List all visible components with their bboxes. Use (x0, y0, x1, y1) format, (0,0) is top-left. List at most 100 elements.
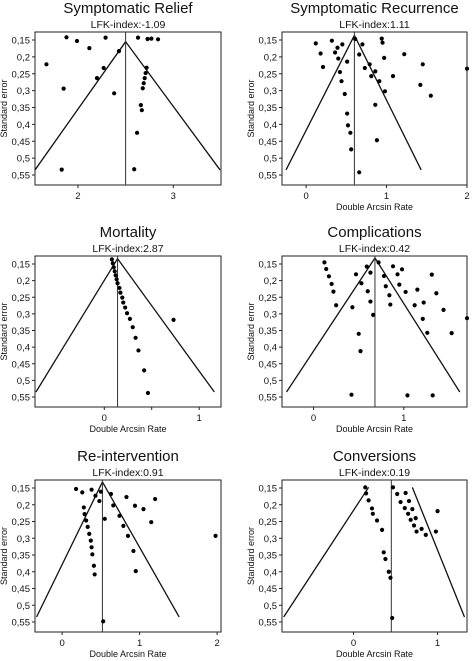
study-point (81, 505, 86, 510)
study-point (358, 349, 363, 354)
study-point (362, 65, 367, 71)
study-point (313, 41, 318, 46)
study-point (357, 170, 362, 175)
study-point (420, 62, 425, 67)
study-point (403, 289, 408, 295)
study-point (98, 489, 103, 494)
y-tick-label: 0,35 (12, 103, 31, 114)
study-point (388, 302, 393, 307)
study-point (331, 289, 336, 294)
study-point (324, 266, 329, 272)
study-point (121, 300, 126, 305)
chart-subtitle: LFK-index:0.19 (339, 467, 410, 479)
study-point (92, 572, 97, 577)
study-point (388, 575, 393, 580)
study-point (113, 273, 118, 278)
study-point (428, 93, 433, 98)
study-point (118, 290, 123, 295)
study-point (349, 392, 354, 397)
chart-title: Symptomatic Relief (63, 0, 193, 17)
chart-title: Re-intervention (77, 448, 179, 465)
study-point (425, 330, 430, 335)
study-point (145, 390, 151, 396)
y-tick-label: 0,45 (12, 359, 31, 370)
y-tick-label: 0,4 (264, 120, 277, 131)
study-point (114, 277, 119, 282)
funnel-left-line (285, 34, 355, 171)
chart-title: Conversions (333, 448, 416, 465)
y-tick-label: 0,5 (17, 601, 30, 612)
funnel-panel: Re-intervention LFK-index:0.91 0,15 0,2 0,25… (0, 448, 222, 659)
y-tick-label: 0,3 (264, 309, 277, 320)
study-point (395, 491, 400, 497)
chart-subtitle: LFK-index:0.42 (339, 243, 410, 255)
y-tick-label: 0,5 (264, 154, 277, 165)
study-point (364, 264, 369, 269)
x-axis-label: Double Arcsin Rate (89, 424, 166, 434)
y-tick-label: 0,4 (17, 567, 30, 578)
funnel-left-line (35, 258, 119, 393)
funnel-panel: Symptomatic Recurrence LFK-index:1.11 0,15… (246, 0, 470, 212)
y-tick-label: 0,45 (259, 584, 278, 595)
y-axis-label: Standard error (0, 527, 9, 585)
study-point (402, 52, 407, 57)
y-tick-label: 0,35 (12, 326, 31, 337)
study-point (138, 103, 143, 108)
funnel-panel: Complications LFK-index:0.42 0,15 0,2 0,25 0,… (246, 224, 470, 434)
y-tick-label: 0,3 (264, 86, 277, 97)
study-point (74, 38, 80, 44)
x-axis-label: Double Arcsin Rate (89, 649, 166, 659)
study-point (359, 281, 364, 286)
study-point (411, 523, 417, 528)
y-tick-label: 0,4 (17, 120, 30, 131)
study-point (329, 281, 334, 287)
study-point (133, 335, 138, 340)
study-point (413, 516, 418, 521)
study-point (402, 506, 407, 511)
study-point (398, 499, 403, 505)
chart-subtitle: LFK-index:2.87 (92, 243, 163, 255)
study-point (117, 285, 122, 291)
study-point (90, 552, 95, 557)
study-point (136, 348, 141, 353)
study-point (145, 36, 150, 42)
study-point (379, 527, 385, 532)
funnel-right-line (125, 41, 221, 171)
study-point (171, 317, 176, 322)
study-point (421, 300, 426, 305)
study-point (368, 299, 373, 304)
chart-subtitle: LFK-index:0.91 (92, 467, 163, 479)
study-point (374, 518, 380, 523)
study-point (387, 293, 392, 298)
study-point (366, 498, 371, 503)
y-tick-label: 0,55 (12, 393, 31, 404)
study-point (116, 49, 122, 54)
y-tick-label: 0,35 (12, 551, 31, 562)
study-point (406, 498, 412, 504)
study-point (82, 512, 87, 517)
study-point (132, 503, 138, 508)
study-point (140, 86, 145, 91)
study-point (123, 305, 128, 310)
study-point (322, 260, 327, 265)
study-point (142, 368, 147, 373)
funnel-right-line (374, 257, 461, 393)
funnel-right-line (353, 34, 422, 171)
study-point (149, 36, 154, 41)
study-point (363, 491, 369, 496)
x-tick-label: 1 (137, 638, 142, 649)
study-point (434, 291, 439, 296)
study-point (133, 568, 138, 574)
chart-title: Complications (327, 224, 421, 241)
study-point (390, 74, 396, 79)
funnel-panel: Symptomatic Relief LFK-index:-1.09 0,15 0,2… (0, 0, 222, 202)
study-point (89, 545, 94, 550)
study-point (381, 550, 386, 555)
x-tick-label: 0 (59, 638, 64, 649)
y-tick-label: 0,35 (259, 103, 278, 114)
study-point (336, 56, 341, 61)
study-point (430, 393, 435, 398)
study-point (376, 260, 381, 265)
study-point (85, 524, 90, 529)
study-point (349, 147, 354, 152)
